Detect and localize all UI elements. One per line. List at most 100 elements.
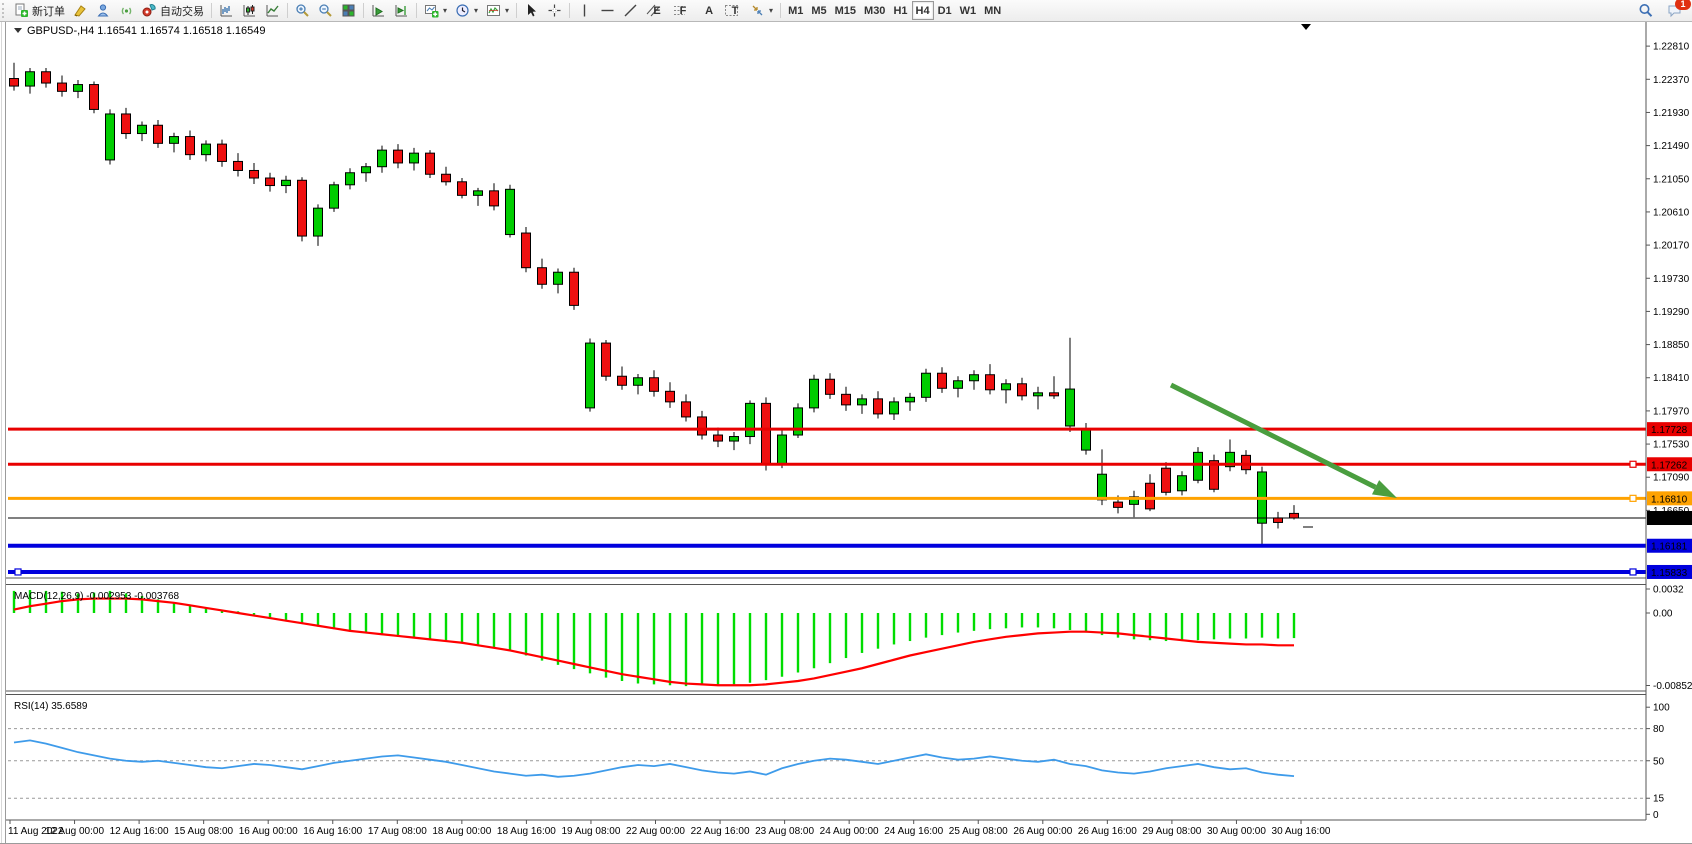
candle-body xyxy=(41,71,51,84)
horizontal-line-tool-button[interactable] xyxy=(596,1,619,20)
horizontal-line-1.17262[interactable] xyxy=(8,460,1646,468)
candle-body xyxy=(905,396,915,403)
chart-title: GBPUSD-,H4 1.16541 1.16574 1.16518 1.165… xyxy=(14,25,266,37)
fibonacci-tool-button[interactable]: F xyxy=(668,1,694,20)
candle-body xyxy=(857,398,867,406)
candle-body xyxy=(153,124,163,144)
horizontal-line-1.15833[interactable] xyxy=(8,568,1646,576)
candle-body xyxy=(121,113,131,135)
date-axis-label: 18 Aug 00:00 xyxy=(432,826,491,837)
price-axis-label: 1.22370 xyxy=(1653,75,1690,86)
profiles-button[interactable] xyxy=(92,1,115,20)
timeframe-d1-button[interactable]: D1 xyxy=(934,1,956,20)
candle-body xyxy=(217,143,227,162)
trendline-tool-button[interactable] xyxy=(619,1,642,20)
search-button[interactable] xyxy=(1634,1,1657,20)
auto-trading-icon xyxy=(142,3,157,18)
chart-shift-icon xyxy=(394,3,409,18)
macd-indicator-panel[interactable]: 0.0032 0.00 -0.008529 MACD(12,26,9) -0.0029… xyxy=(12,585,1692,692)
candle-body xyxy=(345,172,355,186)
candle-body xyxy=(1289,512,1299,519)
svg-text:1.16181: 1.16181 xyxy=(1651,542,1688,553)
date-axis-label: 26 Aug 16:00 xyxy=(1078,826,1137,837)
text-tool-button[interactable]: A xyxy=(694,1,720,20)
candle-body xyxy=(585,342,595,409)
candle-body xyxy=(201,143,211,156)
trend-arrow-annotation[interactable] xyxy=(1169,382,1397,498)
date-axis-label: 11 Aug 2022 xyxy=(8,826,64,837)
candle-body xyxy=(537,267,547,285)
date-axis-label: 22 Aug 16:00 xyxy=(691,826,750,837)
rsi-indicator-panel[interactable]: 100 80 50 15 0 RSI(14) 35.6589 xyxy=(8,701,1670,821)
auto-scroll-icon xyxy=(371,3,386,18)
equidistant-channel-tool-button[interactable]: E xyxy=(642,1,668,20)
toolbar-separator xyxy=(287,3,288,18)
date-axis-label: 18 Aug 16:00 xyxy=(497,826,556,837)
toolbar-separator xyxy=(211,3,212,18)
price-axis-label: 1.21050 xyxy=(1653,174,1690,185)
date-axis-label: 24 Aug 16:00 xyxy=(884,826,943,837)
line-handle[interactable] xyxy=(1629,494,1637,502)
cursor-tool-button[interactable] xyxy=(520,1,543,20)
bar-chart-button[interactable] xyxy=(215,1,238,20)
text-label-tool-button[interactable]: T xyxy=(720,1,746,20)
bar-chart-icon xyxy=(219,3,234,18)
symbol-dropdown-icon[interactable] xyxy=(14,28,22,33)
vertical-line-tool-button[interactable] xyxy=(573,1,596,20)
zoom-in-button[interactable] xyxy=(291,1,314,20)
toolbar-separator xyxy=(363,3,364,18)
signals-button[interactable] xyxy=(115,1,138,20)
candle-body xyxy=(1065,388,1075,427)
periods-button[interactable]: ▾ xyxy=(451,1,482,20)
chart-shift-button[interactable] xyxy=(390,1,413,20)
candle-body xyxy=(1273,517,1283,523)
timeframe-w1-button[interactable]: W1 xyxy=(956,1,981,20)
candle-body xyxy=(553,271,563,285)
timeframe-mn-button[interactable]: MN xyxy=(980,1,1005,20)
candle-body xyxy=(1001,383,1011,391)
new-chart-button[interactable]: ▾ xyxy=(420,1,451,20)
styles-button[interactable] xyxy=(69,1,92,20)
horizontal-line-1.16810[interactable] xyxy=(8,494,1646,502)
indicators-button[interactable]: ▾ xyxy=(482,1,513,20)
line-handle[interactable] xyxy=(1629,460,1637,468)
tile-windows-button[interactable] xyxy=(337,1,360,20)
line-chart-button[interactable] xyxy=(261,1,284,20)
timeframe-m1-button[interactable]: M1 xyxy=(784,1,807,20)
candlestick-chart-button[interactable] xyxy=(238,1,261,20)
candle-body xyxy=(921,372,931,398)
auto-scroll-button[interactable] xyxy=(367,1,390,20)
candle-body xyxy=(457,181,467,196)
timeframe-h1-button[interactable]: H1 xyxy=(889,1,911,20)
price-axis-label: 1.19290 xyxy=(1653,307,1690,318)
crosshair-tool-icon xyxy=(547,3,562,18)
date-axis-label: 24 Aug 00:00 xyxy=(820,826,879,837)
crosshair-tool-button[interactable] xyxy=(543,1,566,20)
zoom-out-icon xyxy=(318,3,333,18)
auto-trading-button[interactable]: 自动交易 xyxy=(138,1,208,20)
chat-button[interactable]: 1 xyxy=(1663,0,1691,20)
dropdown-caret-icon: ▾ xyxy=(505,6,510,15)
candle-body xyxy=(297,179,307,237)
candle-body xyxy=(1033,392,1043,397)
line-handle[interactable] xyxy=(1629,568,1637,576)
new-order-button[interactable]: 新订单 xyxy=(10,1,69,20)
timeframe-m15-button[interactable]: M15 xyxy=(831,1,860,20)
candle-body xyxy=(1209,460,1219,490)
candle-body xyxy=(745,402,755,438)
line-handle[interactable] xyxy=(14,568,22,576)
candle-body xyxy=(1161,467,1171,493)
zoom-out-button[interactable] xyxy=(314,1,337,20)
candle-body xyxy=(1081,428,1091,451)
svg-text:1.15833: 1.15833 xyxy=(1651,568,1688,579)
arrows-tool-button[interactable]: ▾ xyxy=(746,1,777,20)
timeframe-m30-button[interactable]: M30 xyxy=(860,1,889,20)
svg-text:1.17262: 1.17262 xyxy=(1651,460,1688,471)
price-axis[interactable]: 1.22810 1.22370 1.21930 1.21490 1.21050 1.206… xyxy=(1646,42,1690,517)
timeframe-m5-button[interactable]: M5 xyxy=(807,1,830,20)
last-bar-marker-icon xyxy=(1301,24,1311,30)
timeframe-h4-button[interactable]: H4 xyxy=(911,1,934,20)
